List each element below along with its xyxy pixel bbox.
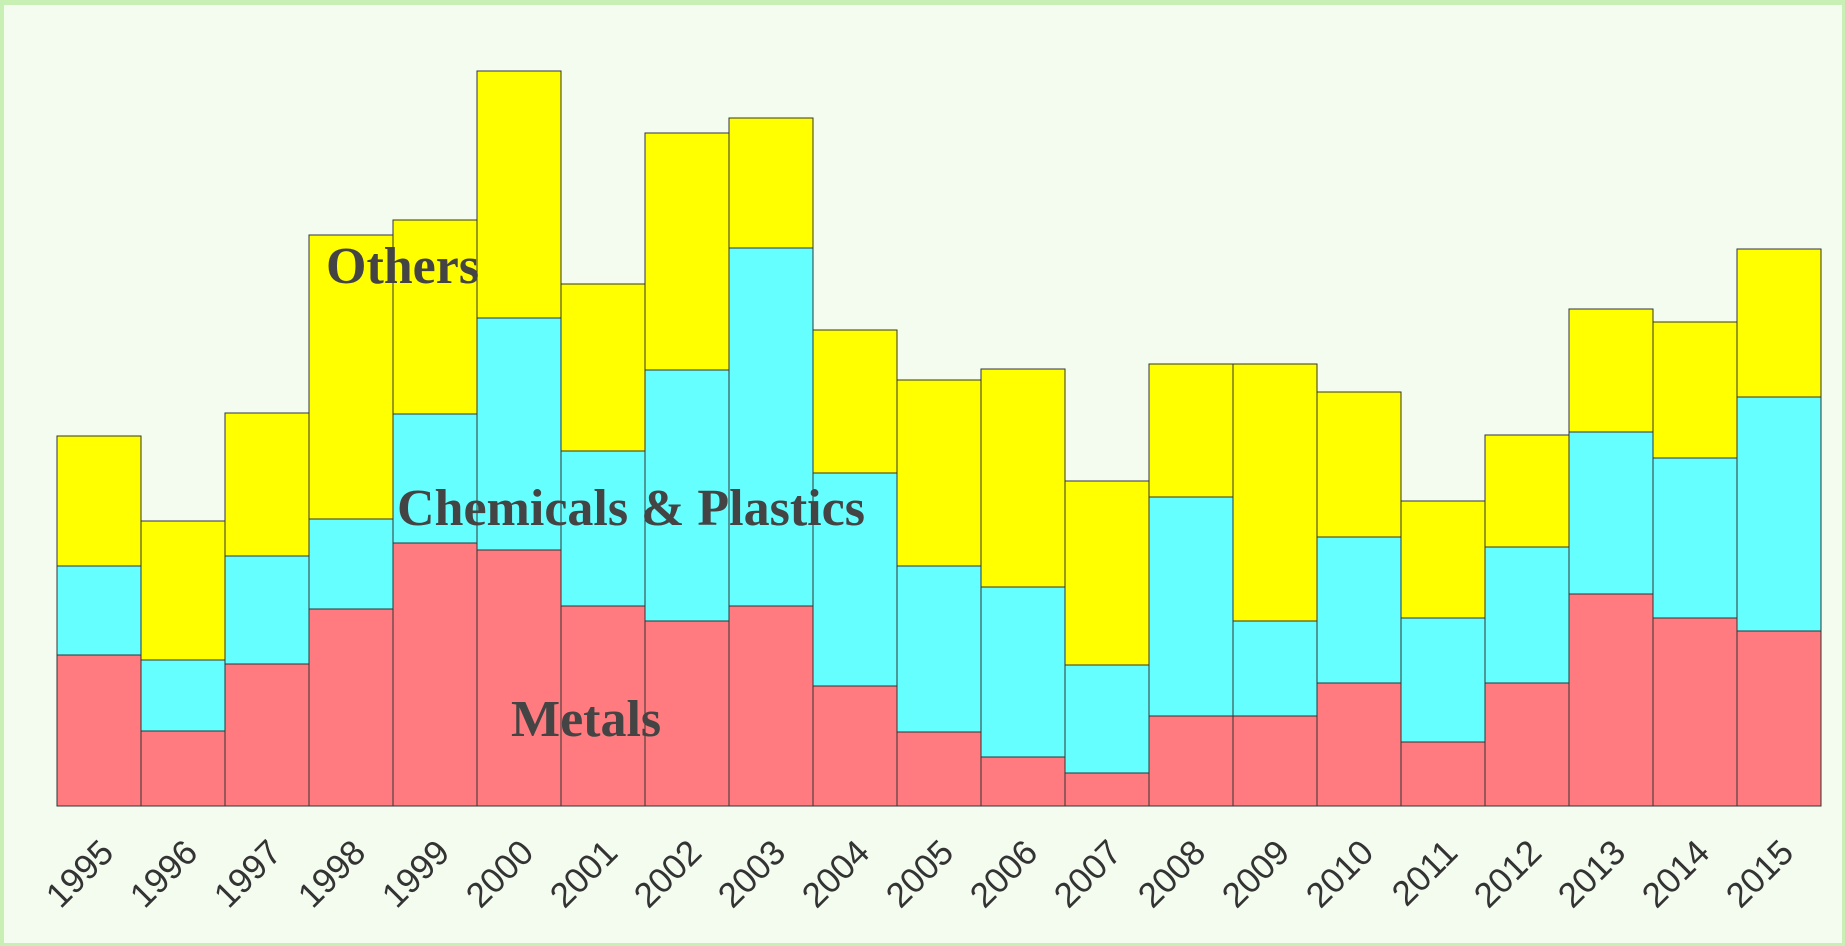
bar-metals-2001 [560,605,646,807]
bar-metals-2006 [980,756,1066,807]
bar-metals-2004 [812,685,898,807]
bar-chemicals-and-plastics-2004 [812,472,898,687]
bar-others-2005 [896,379,982,567]
bar-others-2007 [1064,480,1150,666]
bar-others-2004 [812,329,898,474]
bar-metals-1999 [392,542,478,807]
x-tick-label-1995: 1995 [39,833,122,916]
x-tick-label-2013: 2013 [1551,833,1634,916]
bar-metals-2013 [1568,593,1654,807]
series-label-metals: Metals [511,691,661,748]
bar-others-2001 [560,283,646,452]
x-tick-label-2015: 2015 [1719,833,1802,916]
x-tick-label-2003: 2003 [711,833,794,916]
bar-others-2010 [1316,391,1402,538]
bar-chemicals-and-plastics-2003 [728,247,814,607]
x-tick-label-1997: 1997 [207,833,290,916]
bar-chemicals-and-plastics-2010 [1316,536,1402,684]
x-tick-label-2006: 2006 [963,833,1046,916]
x-tick-label-2011: 2011 [1384,833,1465,914]
bar-others-2015 [1736,248,1822,398]
chart-area: 1995 1996 1997 1998 1999 2000 2001 2002 2003 2004… [4,5,1842,943]
bar-others-2014 [1652,321,1738,459]
bar-others-1997 [224,412,310,557]
series-labels: Others Chemicals & Plastics Metals [326,238,865,748]
bar-metals-2015 [1736,630,1822,807]
bar-others-2012 [1484,434,1570,548]
x-tick-label-1999: 1999 [375,833,458,916]
bar-chemicals-and-plastics-2008 [1148,496,1234,717]
bar-chemicals-and-plastics-2001 [560,450,646,607]
bar-chemicals-and-plastics-2009 [1232,620,1318,717]
bar-metals-2011 [1400,741,1486,807]
x-tick-label-2004: 2004 [795,833,878,916]
bar-metals-1996 [140,730,226,807]
bar-chemicals-and-plastics-2015 [1736,396,1822,632]
bar-others-2003 [728,117,814,249]
bar-chemicals-and-plastics-1995 [56,565,142,656]
bar-others-1995 [56,435,142,567]
bar-chemicals-and-plastics-2014 [1652,457,1738,619]
x-tick-label-2014: 2014 [1635,833,1718,916]
x-tick-label-2005: 2005 [879,833,962,916]
bar-chemicals-and-plastics-1998 [308,518,394,610]
bars-group [56,70,1822,807]
bar-chemicals-and-plastics-2007 [1064,664,1150,774]
bar-others-1998 [308,234,394,520]
bar-others-2008 [1148,363,1234,498]
bar-chemicals-and-plastics-2011 [1400,617,1486,743]
x-tick-label-2008: 2008 [1131,833,1214,916]
bar-metals-2008 [1148,715,1234,807]
bar-metals-1998 [308,608,394,807]
bar-metals-2003 [728,605,814,807]
bar-metals-2005 [896,731,982,807]
series-label-others: Others [326,238,479,295]
stacked-bar-chart: 1995 1996 1997 1998 1999 2000 2001 2002 2003 2004… [39,70,1822,916]
x-tick-label-2001: 2001 [543,833,626,916]
bar-chemicals-and-plastics-1996 [140,659,226,732]
x-tick-label-2007: 2007 [1047,833,1130,916]
bar-metals-2007 [1064,772,1150,807]
series-label-chemicals-and-plastics: Chemicals & Plastics [397,480,865,537]
bar-others-2006 [980,368,1066,588]
bar-chemicals-and-plastics-2002 [644,369,730,622]
bar-metals-2000 [476,549,562,807]
bar-others-2000 [476,70,562,319]
bar-metals-1997 [224,663,310,807]
x-tick-labels: 1995 1996 1997 1998 1999 2000 2001 2002 2003 2004… [39,833,1802,916]
bar-others-2009 [1232,363,1318,622]
bar-chemicals-and-plastics-2013 [1568,431,1654,595]
x-tick-label-1998: 1998 [291,833,374,916]
bar-chemicals-and-plastics-1999 [392,413,478,544]
bar-others-2013 [1568,308,1654,433]
bar-chemicals-and-plastics-2006 [980,586,1066,758]
x-tick-label-2000: 2000 [459,833,542,916]
bar-chemicals-and-plastics-1997 [224,555,310,665]
bar-metals-2014 [1652,617,1738,807]
x-tick-label-1996: 1996 [123,833,206,916]
bar-others-1999 [392,219,478,415]
bar-metals-2002 [644,620,730,807]
bar-others-2002 [644,132,730,371]
x-tick-label-2009: 2009 [1215,833,1298,916]
bar-chemicals-and-plastics-2012 [1484,546,1570,684]
bar-metals-2012 [1484,682,1570,807]
x-tick-label-2010: 2010 [1299,833,1382,916]
bar-metals-1995 [56,654,142,807]
bar-metals-2010 [1316,682,1402,807]
bar-chemicals-and-plastics-2000 [476,317,562,551]
bar-others-2011 [1400,500,1486,619]
x-tick-label-2012: 2012 [1467,833,1550,916]
bar-metals-2009 [1232,715,1318,807]
x-tick-label-2002: 2002 [627,833,710,916]
bar-others-1996 [140,520,226,661]
bar-chemicals-and-plastics-2005 [896,565,982,733]
